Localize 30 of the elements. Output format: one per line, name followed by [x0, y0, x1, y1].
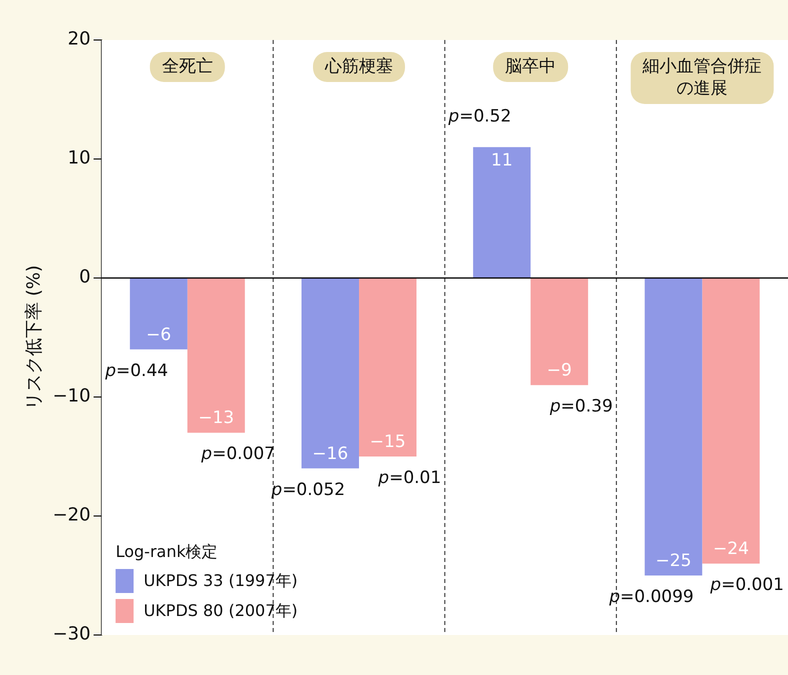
annotation: p=0.0099	[608, 586, 694, 607]
data-label: −16	[312, 444, 348, 464]
y-tick-label: 0	[79, 266, 91, 288]
legend-label: UKPDS 33 (1997年)	[144, 571, 298, 590]
annotation: p=0.52	[447, 106, 512, 127]
data-label: −6	[146, 324, 172, 345]
legend-title: Log-rank検定	[116, 542, 218, 562]
x-tick-label: 細小血管合併症の進展	[642, 56, 762, 98]
data-label: −13	[198, 408, 234, 428]
x-tick-label: 脳卒中	[505, 56, 556, 76]
y-tick-label: −10	[52, 386, 91, 407]
annotation: p=0.39	[548, 396, 613, 417]
x-tick-label: 心筋梗塞	[324, 56, 393, 76]
annotation: p=0.007	[200, 444, 275, 464]
annotation: p=0.001	[709, 575, 784, 596]
y-axis-title: リスク低下率 (%)	[23, 265, 44, 410]
legend-label: UKPDS 80 (2007年)	[144, 601, 298, 620]
y-tick-label: −20	[52, 504, 91, 526]
y-tick-label: −30	[52, 624, 91, 645]
x-tick-label: 全死亡	[162, 56, 213, 76]
annotation: p=0.052	[270, 480, 346, 500]
data-label: −9	[546, 360, 572, 381]
y-tick-label: 10	[68, 148, 91, 169]
annotation: p=0.01	[377, 468, 442, 488]
data-label: −15	[370, 432, 406, 452]
y-tick-label: 20	[68, 28, 91, 50]
data-label: −24	[712, 539, 749, 560]
data-label: 11	[491, 150, 513, 171]
data-label: −25	[656, 550, 692, 571]
annotation: p=0.44	[104, 360, 168, 381]
